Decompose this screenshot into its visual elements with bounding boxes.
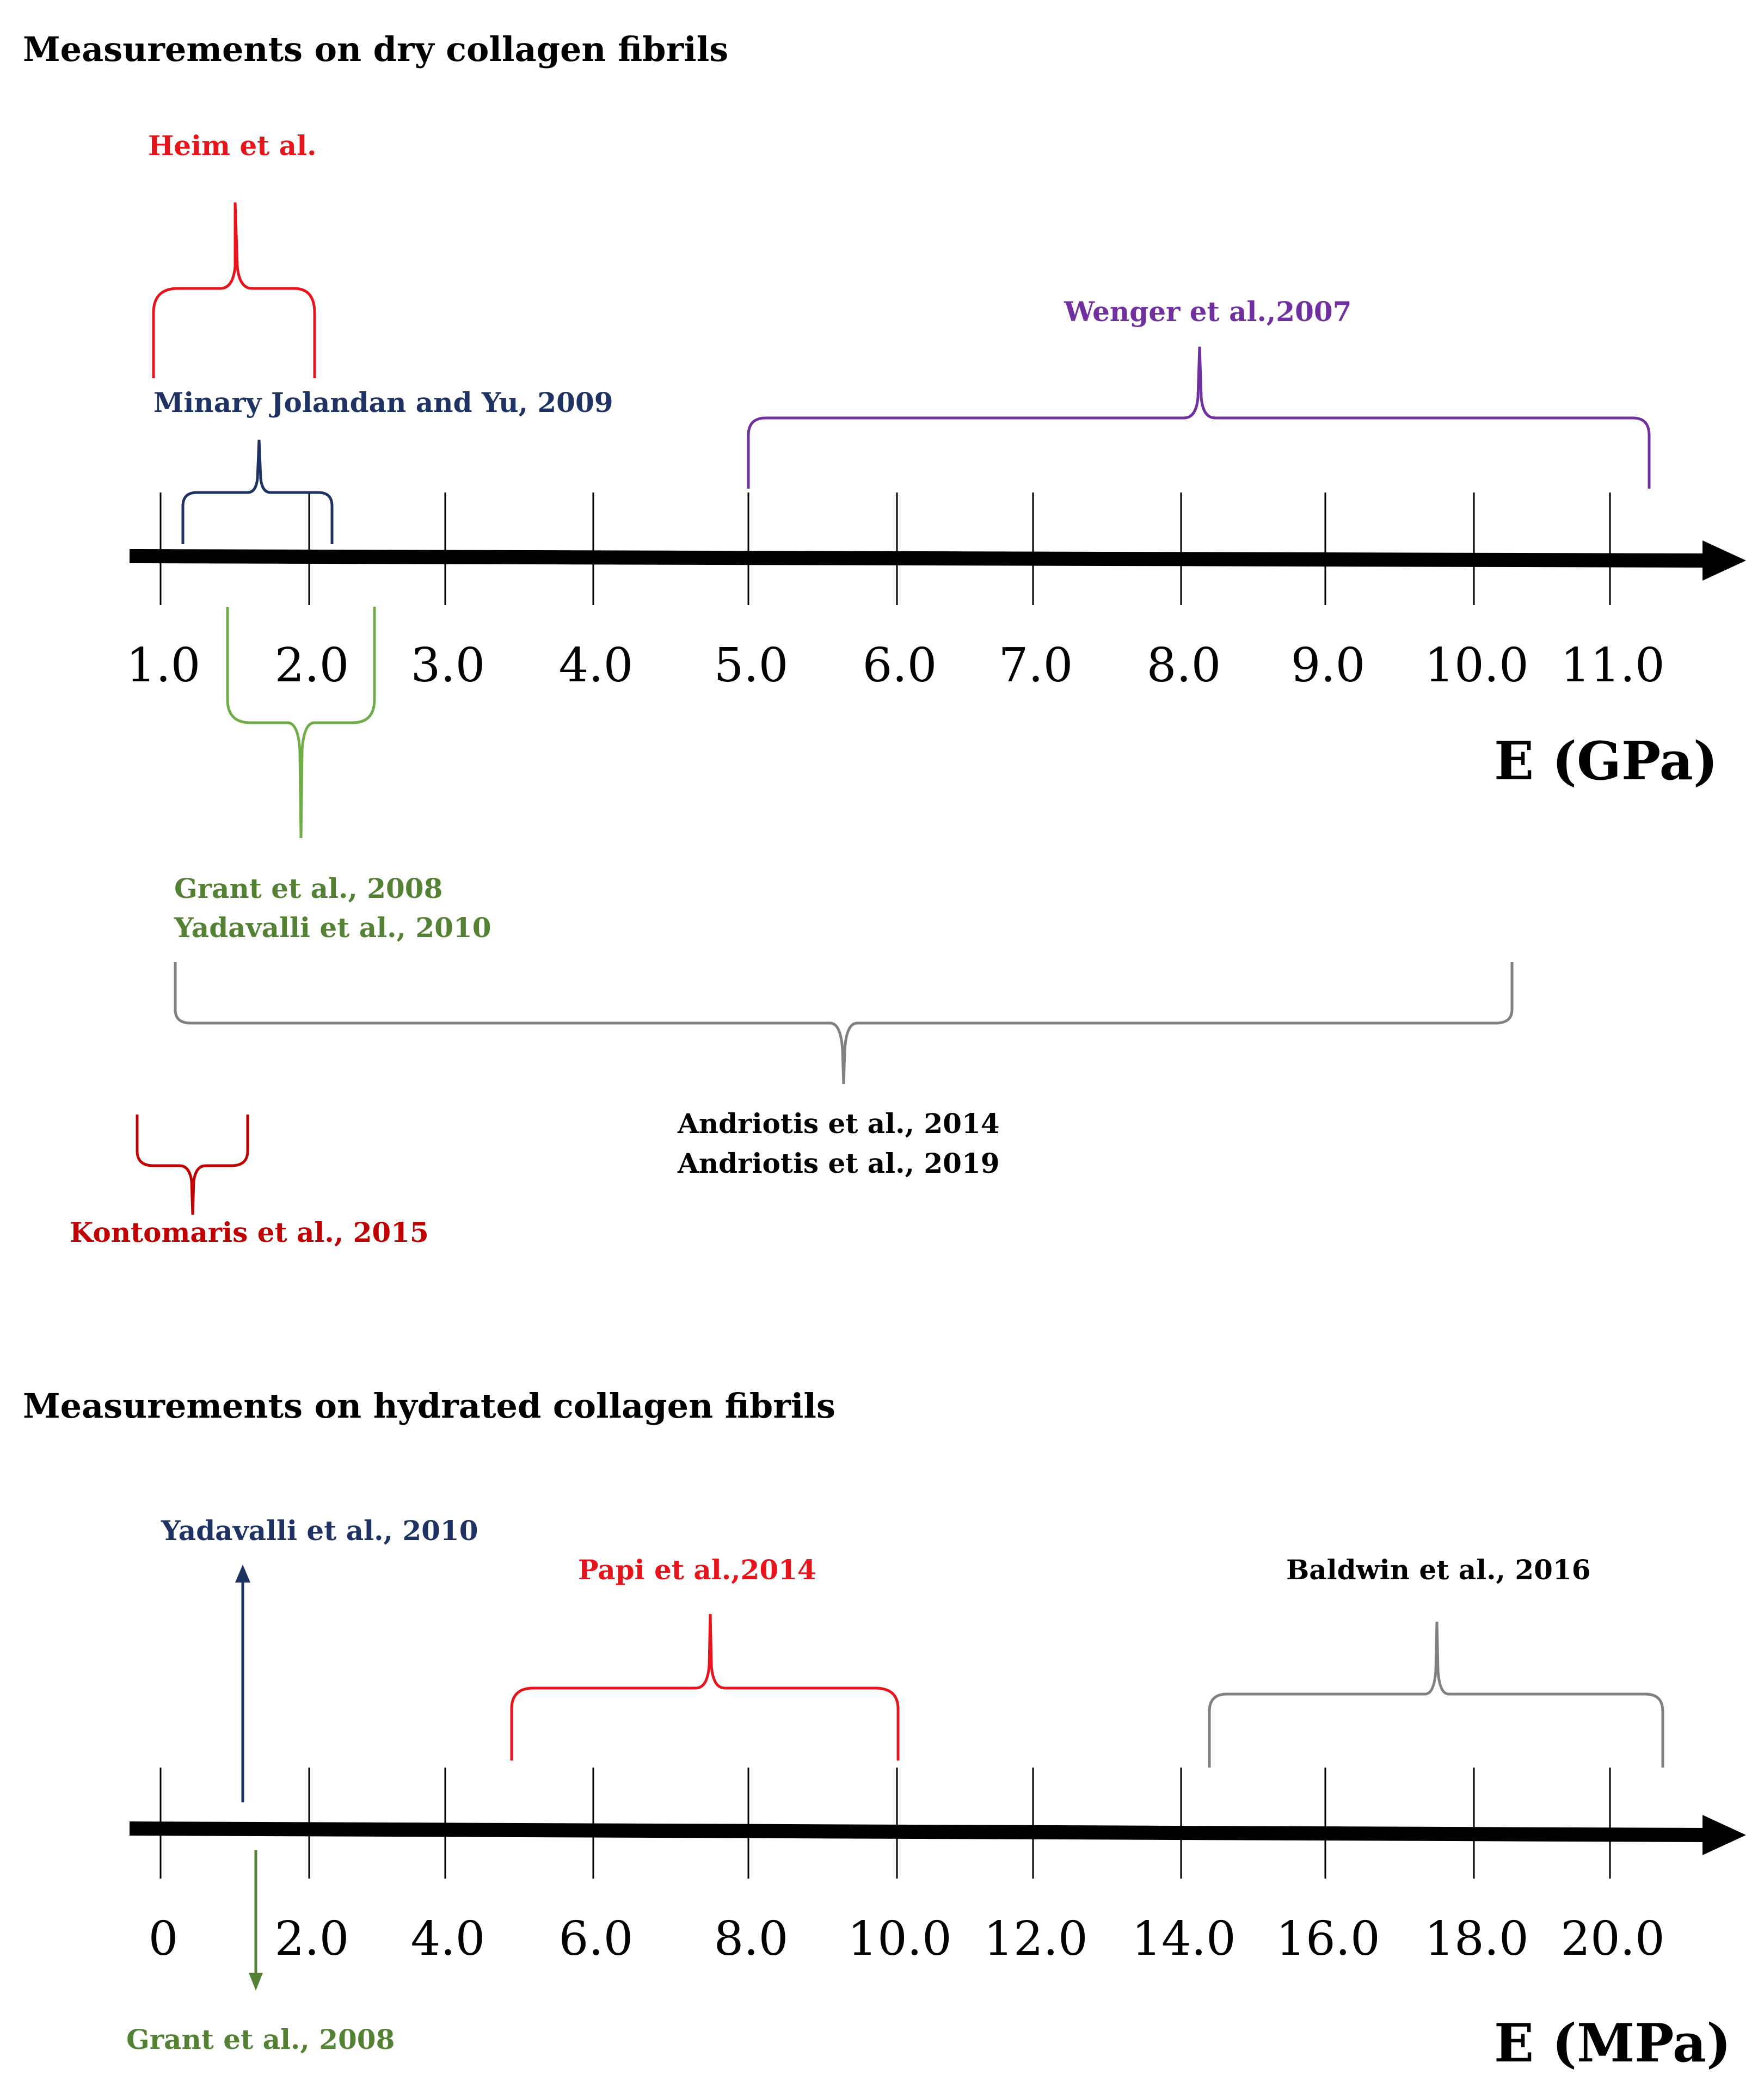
hydrated-tick-label: 16.0 (1276, 1912, 1380, 1966)
wenger-label: Wenger et al.,2007 (1064, 295, 1351, 328)
grant-yadavalli-brace (226, 607, 376, 839)
dry-tick-label: 2.0 (275, 638, 349, 693)
ref-grant-yadavalli: Grant et al., 2008 Yadavalli et al., 201… (174, 607, 491, 944)
ref-andriotis: Andriotis et al., 2014 Andriotis et al.,… (174, 962, 1514, 1179)
hydrated-tick-label: 0 (149, 1912, 179, 1966)
dry-tick-label: 11.0 (1560, 638, 1664, 693)
hydrated-tick-label: 10.0 (847, 1912, 951, 1966)
ref-grant-hydrated: Grant et al., 2008 (126, 1850, 395, 2055)
dry-panel: Measurements on dry collagen fibrils 1.0… (23, 29, 1746, 1248)
grant-hydrated-label: Grant et al., 2008 (126, 2023, 395, 2055)
hydrated-tick-label: 18.0 (1424, 1912, 1528, 1966)
dry-axis-line (129, 549, 1710, 568)
andriotis-brace (174, 962, 1514, 1085)
minary-label: Minary Jolandan and Yu, 2009 (153, 386, 613, 418)
ref-papi: Papi et al.,2014 (510, 1554, 900, 1760)
dry-tick-label: 9.0 (1291, 638, 1366, 693)
dry-tick-labels: 1.0 2.0 3.0 4.0 5.0 6.0 7.0 8.0 9.0 10.0 11.0 (126, 638, 1665, 693)
andriotis-2014-label: Andriotis et al., 2014 (677, 1107, 1000, 1140)
hydrated-tick-label: 6.0 (559, 1912, 634, 1966)
hydrated-tick-label: 12.0 (984, 1912, 1087, 1966)
dry-tick-label: 7.0 (999, 638, 1073, 693)
hydrated-heading: Measurements on hydrated collagen fibril… (23, 1386, 835, 1426)
hydrated-tick-label: 4.0 (411, 1912, 485, 1966)
minary-brace (181, 439, 334, 544)
dry-ticks (159, 492, 1611, 605)
hydrated-tick-label: 14.0 (1132, 1912, 1236, 1966)
dry-tick-label: 5.0 (714, 638, 789, 693)
hydrated-axis-arrowhead (1702, 1815, 1746, 1855)
kontomaris-brace (136, 1115, 249, 1215)
dry-unit-label: E (GPa) (1494, 730, 1718, 792)
hydrated-axis: 0 2.0 4.0 6.0 8.0 10.0 12.0 14.0 16.0 18.0 20.0 (129, 1768, 1746, 1966)
dry-tick-label: 6.0 (863, 638, 937, 693)
dry-tick-label: 1.0 (126, 638, 201, 693)
yadavalli-arrowhead (235, 1565, 250, 1583)
ref-wenger: Wenger et al.,2007 (747, 295, 1651, 489)
kontomaris-label: Kontomaris et al., 2015 (70, 1216, 429, 1248)
hydrated-panel: Measurements on hydrated collagen fibril… (23, 1386, 1746, 2074)
ref-minary: Minary Jolandan and Yu, 2009 (153, 386, 613, 544)
heim-brace (152, 202, 316, 378)
dry-axis: 1.0 2.0 3.0 4.0 5.0 6.0 7.0 8.0 9.0 10.0 11.0 (126, 492, 1746, 693)
wenger-brace (747, 346, 1651, 489)
grant-dry-label: Grant et al., 2008 (174, 872, 442, 904)
dry-tick-label: 4.0 (559, 638, 634, 693)
baldwin-label: Baldwin et al., 2016 (1286, 1554, 1591, 1586)
hydrated-tick-label: 8.0 (714, 1912, 789, 1966)
heim-label: Heim et al. (148, 130, 316, 162)
hydrated-tick-labels: 0 2.0 4.0 6.0 8.0 10.0 12.0 14.0 16.0 18.0 20.0 (149, 1912, 1665, 1966)
hydrated-ticks (159, 1768, 1611, 1879)
ref-kontomaris: Kontomaris et al., 2015 (70, 1115, 429, 1248)
ref-yadavalli-hydrated: Yadavalli et al., 2010 (161, 1515, 478, 1802)
hydrated-axis-line (129, 1821, 1710, 1842)
andriotis-2019-label: Andriotis et al., 2019 (677, 1147, 1000, 1179)
dry-tick-label: 10.0 (1424, 638, 1528, 693)
hydrated-tick-label: 2.0 (275, 1912, 349, 1966)
hydrated-unit-label: E (MPa) (1494, 2012, 1731, 2074)
dry-heading: Measurements on dry collagen fibrils (23, 29, 728, 69)
grant-arrowhead (249, 1973, 263, 1991)
ref-heim: Heim et al. (148, 130, 316, 378)
hydrated-tick-label: 20.0 (1560, 1912, 1664, 1966)
dry-tick-label: 3.0 (411, 638, 485, 693)
papi-label: Papi et al.,2014 (578, 1554, 816, 1586)
yadavalli-dry-label: Yadavalli et al., 2010 (174, 912, 491, 944)
papi-brace (510, 1614, 900, 1760)
dry-axis-arrowhead (1702, 540, 1746, 581)
ref-baldwin: Baldwin et al., 2016 (1208, 1554, 1664, 1768)
dry-tick-label: 8.0 (1147, 638, 1221, 693)
baldwin-brace (1208, 1621, 1664, 1768)
yadavalli-hydrated-label: Yadavalli et al., 2010 (161, 1515, 478, 1547)
